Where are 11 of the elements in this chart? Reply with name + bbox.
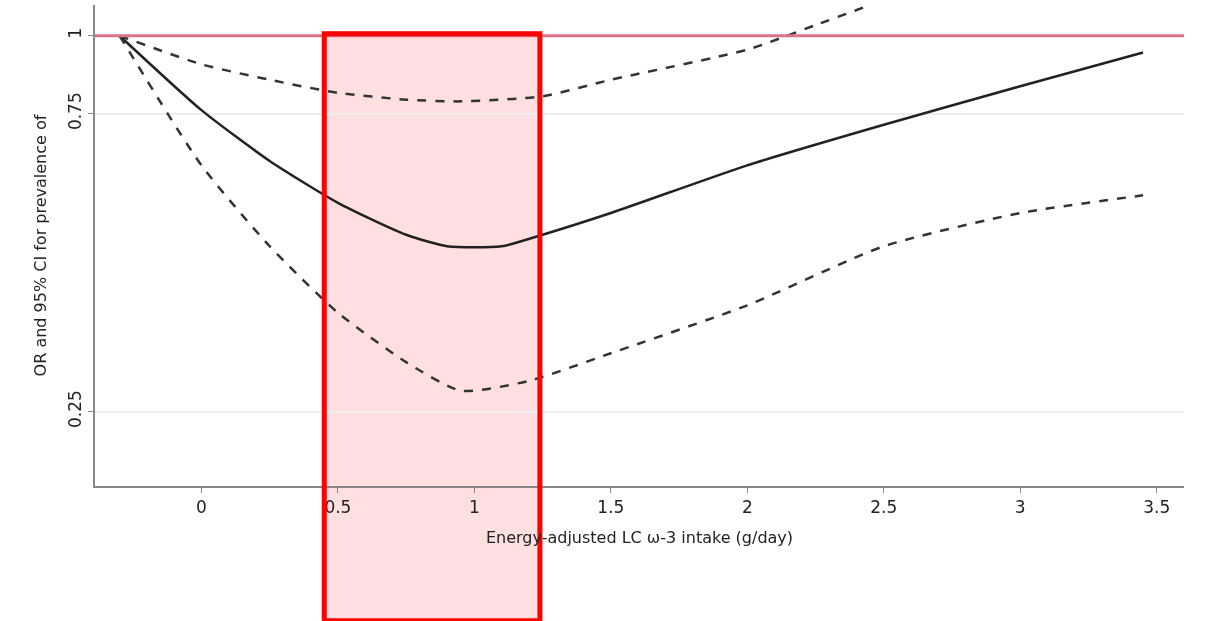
x-tick-label: 2: [741, 497, 753, 518]
y-tick-label: 0.75: [65, 92, 86, 131]
y-axis-title: OR and 95% CI for prevalence of: [30, 114, 50, 377]
x-tick-label: 0: [196, 497, 207, 518]
x-tick-label: 3.5: [1143, 497, 1171, 518]
x-tick-label: 1: [468, 497, 480, 518]
x-tick-label: 1.5: [597, 497, 625, 518]
x-tick-label: 2.5: [870, 497, 898, 518]
y-tick-label: 0.25: [65, 390, 86, 428]
y-tick-label: 1: [65, 27, 86, 39]
x-tick-label: 3: [1014, 497, 1026, 518]
